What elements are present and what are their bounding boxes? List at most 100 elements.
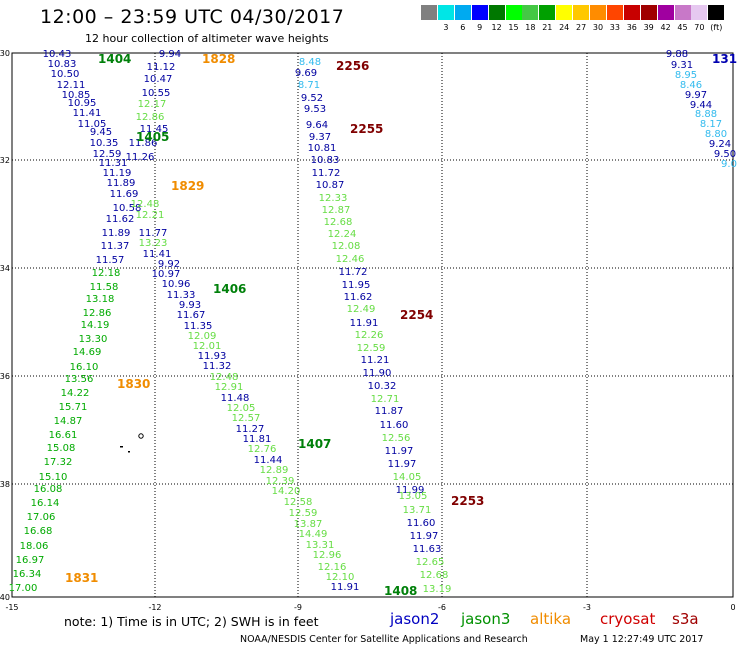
wave-height-label: 12.21 (136, 210, 165, 221)
wave-height-label: 12.87 (322, 205, 351, 216)
wave-height-label: 12.39 (266, 476, 295, 487)
wave-height-label: 9.37 (309, 132, 331, 143)
credit-line: NOAA/NESDIS Center for Satellite Applica… (240, 634, 528, 645)
wave-height-label: 11.89 (107, 178, 136, 189)
wave-height-label: 11.60 (407, 518, 436, 529)
legend-swatch (606, 5, 623, 20)
wave-height-label: 14.22 (61, 388, 90, 399)
wave-height-label: 12.65 (416, 557, 445, 568)
wave-height-label: 10.58 (113, 203, 142, 214)
axis-ticks: -30-32-34-36-38-40-15-12-9-6-30 (0, 49, 736, 612)
wave-height-label: 11.35 (184, 321, 213, 332)
legend-label: 24 (559, 23, 570, 32)
wave-height-label: 16.08 (34, 484, 63, 495)
wave-height-label: 9.31 (671, 60, 693, 71)
wave-height-label: 11.31 (99, 158, 128, 169)
x-tick-label: -9 (294, 603, 302, 612)
legend-swatch (505, 5, 522, 20)
legend-label: 9 (477, 23, 483, 32)
legend-swatch (437, 5, 454, 20)
wave-height-label: 12.05 (227, 403, 256, 414)
wave-height-label: 10.35 (90, 138, 119, 149)
wave-height-label: 12.08 (332, 241, 361, 252)
wave-height-label: 13.05 (399, 491, 428, 502)
legend-label: 42 (660, 23, 671, 32)
wave-height-label: 14.20 (272, 486, 301, 497)
wave-height-label: 11.33 (167, 290, 196, 301)
wave-height-label: 10.97 (152, 269, 181, 280)
wave-height-label: 12.01 (193, 341, 222, 352)
wave-height-label: 11.62 (106, 214, 135, 225)
legend-label: 18 (525, 23, 536, 32)
wave-height-label: 11.89 (102, 228, 131, 239)
wave-height-label: 8.80 (705, 129, 727, 140)
wave-height-label: 11.97 (388, 459, 417, 470)
pass-number-label: 2253 (451, 494, 484, 508)
wave-height-label: 10.96 (162, 279, 191, 290)
wave-height-label: 13.19 (423, 584, 452, 595)
wave-height-label: 12.57 (232, 413, 261, 424)
wave-height-label: 12.56 (382, 433, 411, 444)
wave-height-label: 11.95 (342, 280, 371, 291)
wave-height-label: 12.86 (83, 308, 112, 319)
wave-height-label: 16.97 (16, 555, 45, 566)
wave-height-label: 13.18 (86, 294, 115, 305)
legend-label: 45 (677, 23, 688, 32)
pass-number-label: 1829 (171, 179, 204, 193)
wave-height-label: 11.37 (101, 241, 130, 252)
satellite-legend-cryosat: cryosat (600, 610, 656, 628)
wave-height-label: 12.48 (131, 199, 160, 210)
wave-height-label: 12.26 (355, 330, 384, 341)
wave-height-label: 11.32 (203, 361, 232, 372)
pass-number-label: 1831 (65, 571, 98, 585)
wave-height-label: 9.0 (721, 159, 737, 170)
wave-height-label: 10.43 (43, 49, 72, 60)
wave-height-label: 11.21 (361, 355, 390, 366)
satellite-legend-s3a: s3a (672, 610, 699, 628)
wave-height-label: 11.44 (254, 455, 283, 466)
wave-height-label: 13.31 (306, 540, 335, 551)
wave-height-label: 11.26 (126, 152, 155, 163)
legend-swatch (471, 5, 488, 20)
coastline-islands (120, 433, 144, 453)
wave-height-label: 11.97 (385, 446, 414, 457)
wave-height-label: 11.12 (147, 62, 176, 73)
x-tick-label: -6 (438, 603, 446, 612)
wave-height-label: 11.93 (198, 351, 227, 362)
pass-number-label: 1405 (136, 130, 169, 144)
legend-swatch (573, 5, 590, 20)
generated-timestamp: May 1 12:27:49 UTC 2017 (580, 634, 704, 645)
wave-height-label: 15.10 (39, 472, 68, 483)
wave-height-label: 13.71 (403, 505, 432, 516)
wave-height-label: 11.91 (350, 318, 379, 329)
map-subtitle: 12 hour collection of altimeter wave hei… (85, 32, 329, 45)
wave-height-label: 8.46 (680, 80, 702, 91)
island (120, 446, 123, 448)
legend-swatch (454, 5, 471, 20)
wave-height-label: 11.60 (380, 420, 409, 431)
wave-height-label: 12.48 (210, 372, 239, 383)
wave-height-label: 10.95 (68, 98, 97, 109)
wave-height-label: 12.33 (319, 193, 348, 204)
legend-label: 15 (508, 23, 519, 32)
wave-height-label: 11.27 (236, 424, 265, 435)
pass-number-label: 1407 (298, 437, 331, 451)
wave-height-label: 8.88 (695, 109, 717, 120)
pass-number-label: 2254 (400, 308, 433, 322)
wave-height-label: 11.81 (243, 434, 272, 445)
wave-height-label: 10.83 (311, 155, 340, 166)
pass-number-label: 2256 (336, 59, 369, 73)
wave-height-label: 11.72 (312, 168, 341, 179)
wave-height-label: 12.24 (328, 229, 357, 240)
wave-height-label: 11.58 (90, 282, 119, 293)
island (138, 433, 144, 439)
wave-height-label: 12.59 (357, 343, 386, 354)
wave-height-label: 9.24 (709, 139, 731, 150)
legend-label: 39 (643, 23, 654, 32)
wave-height-label: 14.05 (393, 472, 422, 483)
wave-height-label: 12.10 (326, 572, 355, 583)
legend-swatch (421, 5, 437, 20)
legend-label: 3 (443, 23, 449, 32)
legend-swatch (623, 5, 640, 20)
